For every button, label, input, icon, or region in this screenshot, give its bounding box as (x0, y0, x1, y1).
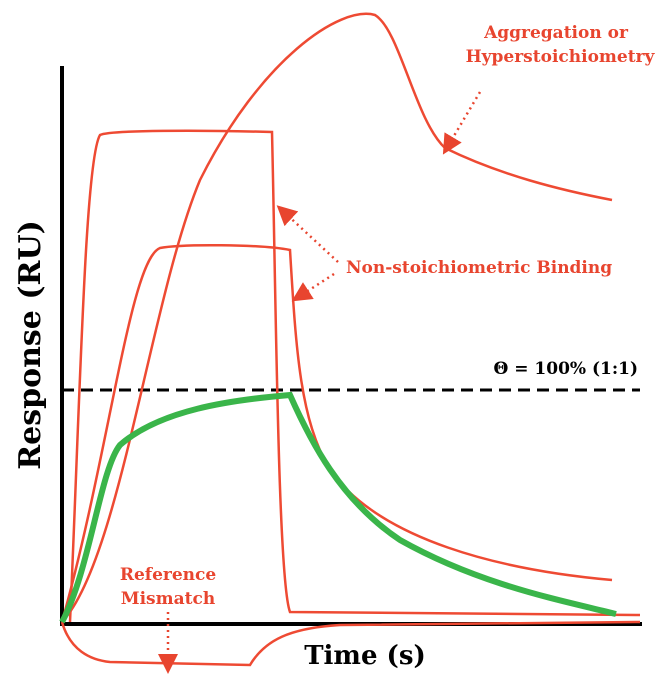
tall-square-curve (68, 129, 641, 623)
theta-label: Θ = 100% (1:1) (494, 359, 638, 379)
annotation: Hyperstoichiometry (466, 47, 656, 67)
annotation: Aggregation or (483, 23, 629, 43)
arrow (276, 205, 339, 263)
reference-curve (60, 620, 641, 667)
arrow (291, 272, 335, 302)
annotation: Non-stoichiometric Binding (346, 258, 612, 278)
medium-curve (60, 243, 613, 623)
arrow (442, 91, 482, 155)
annotation: Mismatch (121, 589, 215, 609)
x-axis-label: Time (s) (304, 641, 426, 671)
ideal-curve (59, 391, 617, 624)
aggregation-curve (61, 12, 613, 623)
y-axis-label: Response (RU) (13, 220, 48, 470)
annotation: Reference (120, 565, 217, 585)
